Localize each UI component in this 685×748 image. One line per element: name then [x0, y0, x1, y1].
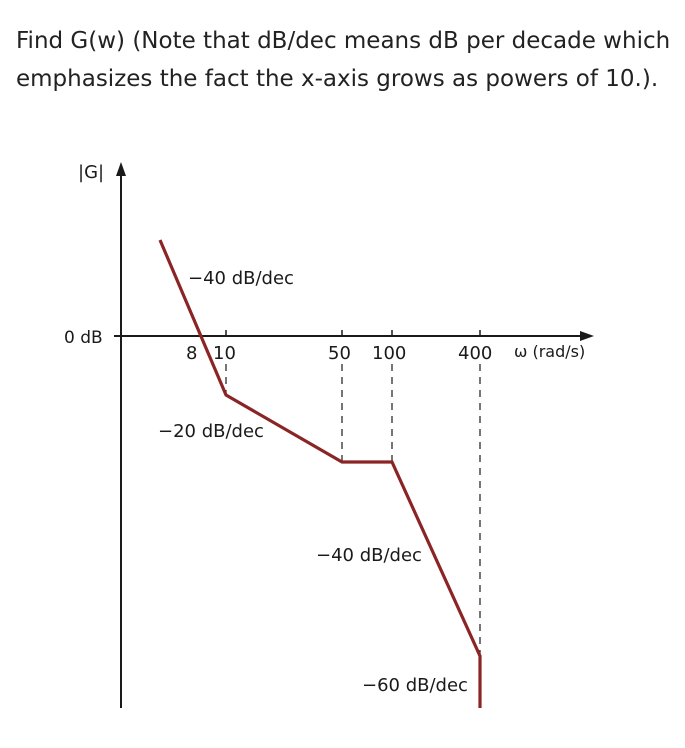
tick-label-8: 8	[186, 343, 197, 364]
tick-label-50: 50	[328, 343, 351, 364]
tick-label-10: 10	[213, 343, 236, 364]
slope-label-4: −60 dB/dec	[362, 675, 468, 696]
slope-label-1: −40 dB/dec	[188, 268, 294, 289]
x-axis-label: ω (rad/s)	[514, 342, 585, 361]
tick-label-400: 400	[458, 343, 492, 364]
slope-label-3: −40 dB/dec	[316, 545, 422, 566]
y-axis-arrow-icon	[116, 162, 126, 176]
slope-label-2: −20 dB/dec	[158, 421, 264, 442]
y-axis-label: |G|	[78, 162, 104, 183]
tick-label-100: 100	[372, 343, 406, 364]
question-text: Find G(w) (Note that dB/dec means dB per…	[16, 28, 671, 92]
magnitude-curve	[158, 239, 482, 708]
x-axis-arrow-icon	[580, 331, 594, 341]
zero-db-label: 0 dB	[64, 328, 103, 348]
